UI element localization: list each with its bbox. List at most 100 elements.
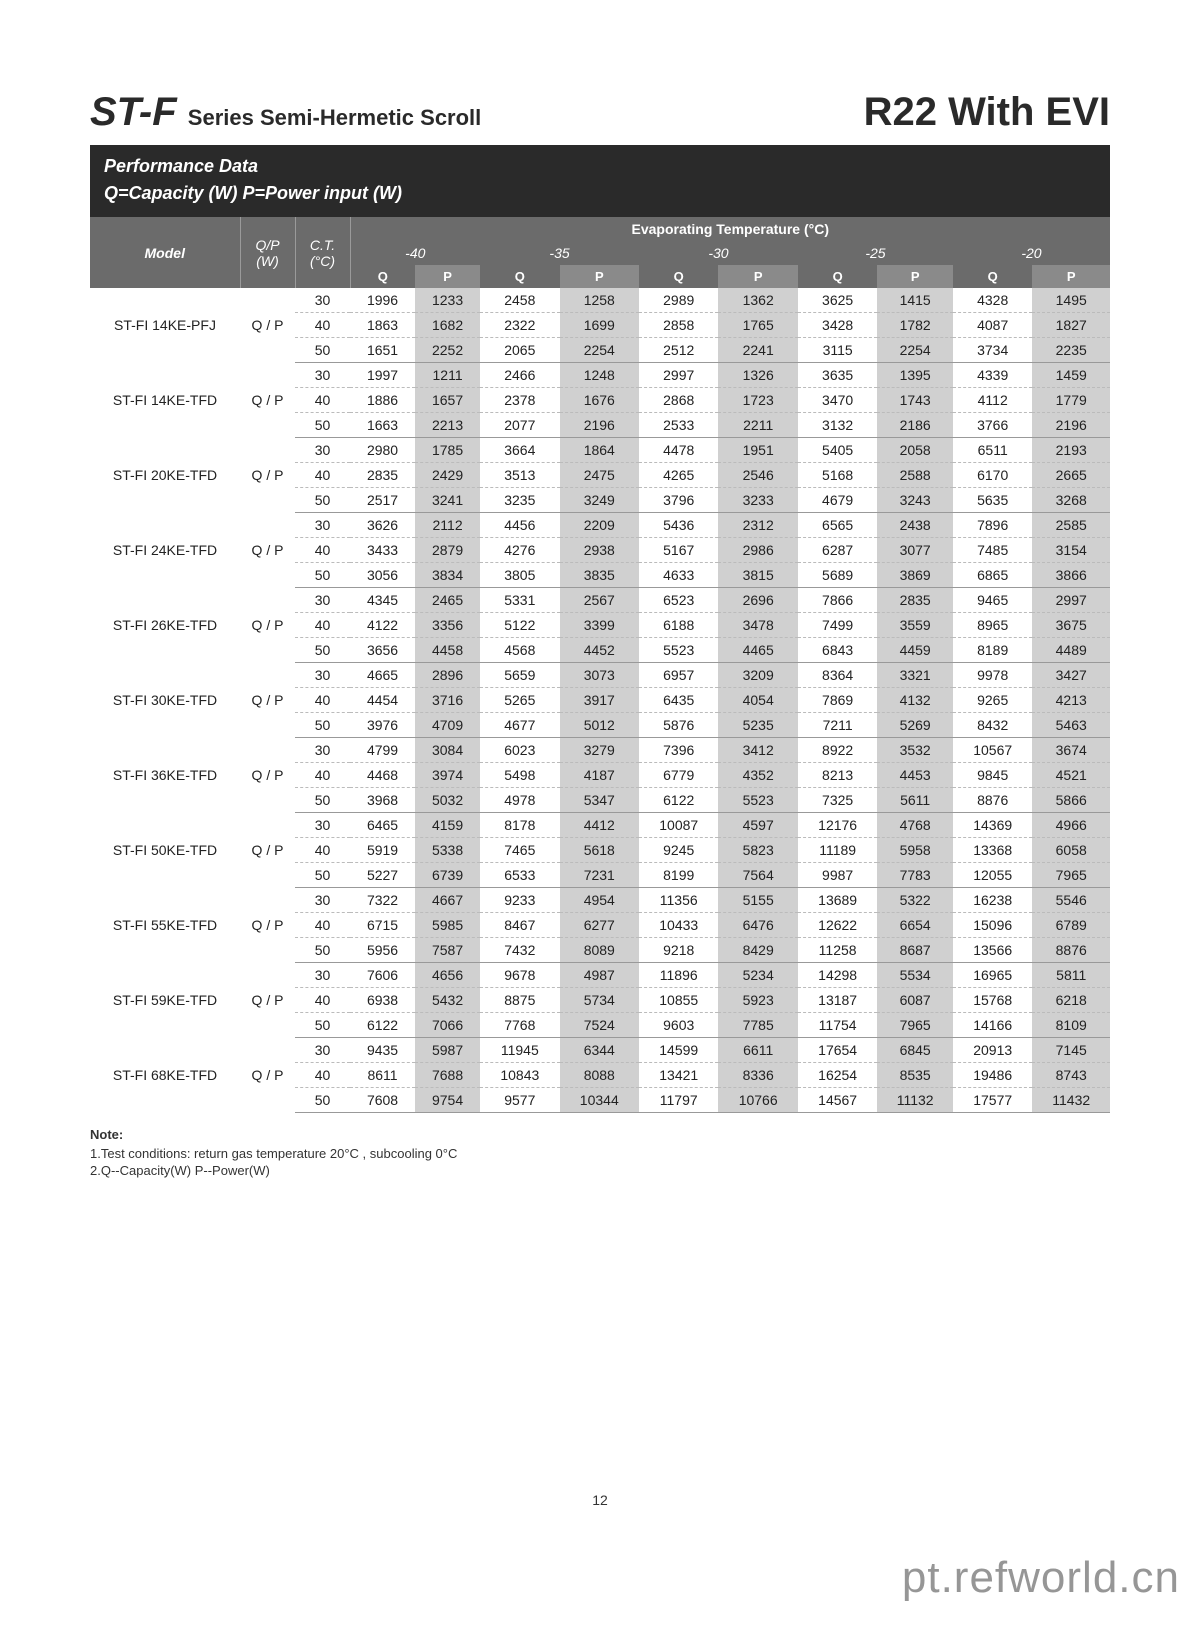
table-row: ST-FI 24KE-TFDQ / P303626211244562209543… xyxy=(90,513,1110,538)
table-row: ST-FI 26KE-TFDQ / P304345246553312567652… xyxy=(90,588,1110,613)
p-value-cell: 10766 xyxy=(718,1088,797,1113)
p-value-cell: 1657 xyxy=(415,388,480,413)
q-value-cell: 7485 xyxy=(953,538,1032,563)
ct-value-cell: 40 xyxy=(295,388,350,413)
p-value-cell: 7524 xyxy=(560,1013,639,1038)
model-name-cell: ST-FI 55KE-TFD xyxy=(90,888,240,963)
p-value-cell: 3716 xyxy=(415,688,480,713)
p-value-cell: 3674 xyxy=(1032,738,1110,763)
p-value-cell: 3241 xyxy=(415,488,480,513)
p-value-cell: 2112 xyxy=(415,513,480,538)
model-name-cell: ST-FI 20KE-TFD xyxy=(90,438,240,513)
qp-sub-header: Q xyxy=(953,265,1032,288)
p-value-cell: 1415 xyxy=(877,288,953,313)
q-value-cell: 2533 xyxy=(639,413,718,438)
ct-value-cell: 40 xyxy=(295,463,350,488)
ct-value-cell: 40 xyxy=(295,613,350,638)
p-value-cell: 3279 xyxy=(560,738,639,763)
q-value-cell: 5919 xyxy=(350,838,415,863)
p-value-cell: 1779 xyxy=(1032,388,1110,413)
p-value-cell: 5234 xyxy=(718,963,797,988)
qp-sub-header: Q xyxy=(639,265,718,288)
title-right: R22 With EVI xyxy=(864,90,1110,135)
q-value-cell: 3976 xyxy=(350,713,415,738)
q-value-cell: 6122 xyxy=(350,1013,415,1038)
p-value-cell: 4412 xyxy=(560,813,639,838)
title-left: ST-F Series Semi-Hermetic Scroll xyxy=(90,90,481,135)
p-value-cell: 1864 xyxy=(560,438,639,463)
qp-sub-header: P xyxy=(1032,265,1110,288)
p-value-cell: 5463 xyxy=(1032,713,1110,738)
p-value-cell: 3866 xyxy=(1032,563,1110,588)
q-value-cell: 8364 xyxy=(798,663,877,688)
temp-column-header: -30 xyxy=(639,241,798,265)
q-value-cell: 12622 xyxy=(798,913,877,938)
p-value-cell: 1723 xyxy=(718,388,797,413)
p-value-cell: 2585 xyxy=(1032,513,1110,538)
p-value-cell: 2438 xyxy=(877,513,953,538)
p-value-cell: 5338 xyxy=(415,838,480,863)
p-value-cell: 1395 xyxy=(877,363,953,388)
q-value-cell: 1996 xyxy=(350,288,415,313)
p-value-cell: 4213 xyxy=(1032,688,1110,713)
q-value-cell: 2378 xyxy=(480,388,559,413)
p-value-cell: 5958 xyxy=(877,838,953,863)
q-value-cell: 6122 xyxy=(639,788,718,813)
q-value-cell: 8875 xyxy=(480,988,559,1013)
q-value-cell: 6533 xyxy=(480,863,559,888)
q-value-cell: 3766 xyxy=(953,413,1032,438)
notes-heading: Note: xyxy=(90,1127,1110,1142)
p-value-cell: 8088 xyxy=(560,1063,639,1088)
q-value-cell: 11189 xyxy=(798,838,877,863)
p-value-cell: 7066 xyxy=(415,1013,480,1038)
p-value-cell: 3834 xyxy=(415,563,480,588)
q-value-cell: 6287 xyxy=(798,538,877,563)
q-value-cell: 6465 xyxy=(350,813,415,838)
p-value-cell: 4597 xyxy=(718,813,797,838)
table-row: ST-FI 20KE-TFDQ / P302980178536641864447… xyxy=(90,438,1110,463)
p-value-cell: 3233 xyxy=(718,488,797,513)
p-value-cell: 2235 xyxy=(1032,338,1110,363)
p-value-cell: 6845 xyxy=(877,1038,953,1063)
q-value-cell: 5227 xyxy=(350,863,415,888)
q-value-cell: 3656 xyxy=(350,638,415,663)
q-value-cell: 3796 xyxy=(639,488,718,513)
q-value-cell: 4345 xyxy=(350,588,415,613)
p-value-cell: 6218 xyxy=(1032,988,1110,1013)
q-value-cell: 3734 xyxy=(953,338,1032,363)
p-value-cell: 5347 xyxy=(560,788,639,813)
p-value-cell: 1459 xyxy=(1032,363,1110,388)
q-value-cell: 14567 xyxy=(798,1088,877,1113)
ct-value-cell: 30 xyxy=(295,888,350,913)
q-value-cell: 16254 xyxy=(798,1063,877,1088)
p-value-cell: 1326 xyxy=(718,363,797,388)
ct-value-cell: 30 xyxy=(295,588,350,613)
q-value-cell: 6715 xyxy=(350,913,415,938)
p-value-cell: 2213 xyxy=(415,413,480,438)
p-value-cell: 4954 xyxy=(560,888,639,913)
q-value-cell: 6565 xyxy=(798,513,877,538)
q-value-cell: 5498 xyxy=(480,763,559,788)
p-value-cell: 4987 xyxy=(560,963,639,988)
q-value-cell: 5523 xyxy=(639,638,718,663)
qp-sub-header: P xyxy=(718,265,797,288)
table-body: ST-FI 14KE-PFJQ / P301996123324581258298… xyxy=(90,288,1110,1113)
p-value-cell: 1699 xyxy=(560,313,639,338)
p-value-cell: 5985 xyxy=(415,913,480,938)
q-value-cell: 2065 xyxy=(480,338,559,363)
ct-value-cell: 40 xyxy=(295,913,350,938)
p-value-cell: 3399 xyxy=(560,613,639,638)
p-value-cell: 2186 xyxy=(877,413,953,438)
q-value-cell: 2322 xyxy=(480,313,559,338)
title-suffix: Series Semi-Hermetic Scroll xyxy=(188,105,481,130)
qp-label-cell: Q / P xyxy=(240,1038,295,1113)
p-value-cell: 8876 xyxy=(1032,938,1110,963)
q-value-cell: 9245 xyxy=(639,838,718,863)
q-value-cell: 4677 xyxy=(480,713,559,738)
q-value-cell: 3056 xyxy=(350,563,415,588)
q-value-cell: 4478 xyxy=(639,438,718,463)
q-value-cell: 10567 xyxy=(953,738,1032,763)
q-value-cell: 2458 xyxy=(480,288,559,313)
q-value-cell: 7396 xyxy=(639,738,718,763)
q-value-cell: 3235 xyxy=(480,488,559,513)
